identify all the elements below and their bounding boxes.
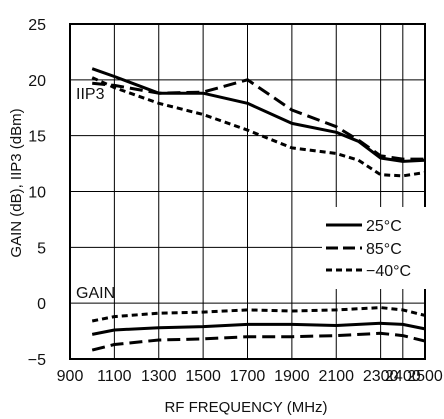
x-tick-label: 1900	[274, 368, 310, 385]
x-tick-label: 2100	[318, 368, 354, 385]
y-tick-label: 5	[37, 240, 46, 257]
iip3-annotation: IIP3	[76, 86, 105, 103]
x-tick-label: 900	[57, 368, 84, 385]
x-tick-label: 2300	[363, 368, 399, 385]
legend-label-85c: 85°C	[366, 241, 402, 258]
y-tick-label: −5	[28, 352, 46, 369]
y-tick-label: 15	[28, 129, 46, 146]
grid	[70, 24, 425, 359]
y-tick-label: 0	[37, 296, 46, 313]
x-tick-label: 1700	[230, 368, 266, 385]
series-line-gain-short-dash	[91, 306, 426, 323]
y-axis-title: GAIN (dB), IIP3 (dBm)	[8, 108, 25, 257]
y-tick-label: 25	[28, 17, 46, 34]
x-tick-label: 1100	[97, 368, 132, 385]
x-tick-label: 2500	[407, 368, 443, 385]
series-lines	[91, 67, 426, 352]
series-line-gain-long-dash	[91, 331, 426, 352]
series-line-iip3-solid	[91, 67, 426, 163]
gain-annotation: GAIN	[76, 285, 115, 302]
series-line-gain-solid	[91, 321, 426, 336]
legend-label-25c: 25°C	[366, 218, 402, 235]
legend: 25°C 85°C −40°C	[322, 207, 434, 289]
x-tick-label: 2400	[385, 368, 421, 385]
y-tick-labels: 25 20 15 10 5 0 −5	[28, 17, 46, 369]
plot-border	[69, 23, 426, 360]
y-tick-label: 20	[28, 73, 46, 90]
x-tick-label: 1500	[185, 368, 221, 385]
x-axis-title: RF FREQUENCY (MHz)	[164, 399, 327, 416]
plot-frame	[69, 23, 426, 360]
series-line-iip3-short-dash	[91, 76, 426, 178]
x-tick-label: 1300	[141, 368, 177, 385]
series-line-iip3-long-dash	[92, 78, 425, 161]
legend-label-minus40c: −40°C	[366, 263, 411, 280]
legend-background	[322, 207, 434, 289]
y-tick-label: 10	[28, 185, 46, 202]
